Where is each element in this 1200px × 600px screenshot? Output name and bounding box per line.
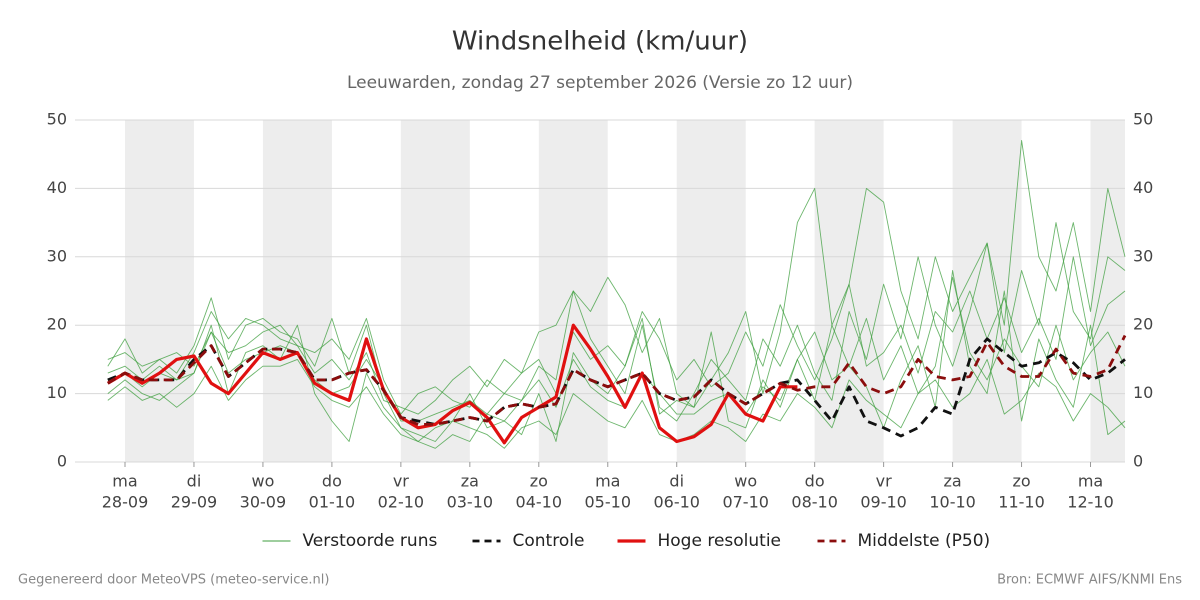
legend-label: Middelste (P50): [858, 531, 991, 551]
y2-tick-label: 10: [1133, 383, 1153, 402]
x-tick-date: 11-10: [998, 493, 1045, 512]
x-tick-label: za: [943, 472, 961, 491]
x-tick-label: do: [805, 472, 825, 491]
x-tick-date: 09-10: [860, 493, 907, 512]
y-tick-label: 0: [57, 452, 67, 471]
y2-tick-label: 20: [1133, 315, 1153, 334]
x-tick-label: di: [187, 472, 202, 491]
x-tick-label: za: [461, 472, 479, 491]
legend-label: Hoge resolutie: [658, 531, 782, 551]
chart-subtitle: Leeuwarden, zondag 27 september 2026 (Ve…: [347, 73, 853, 93]
series-line: [106, 323, 798, 445]
day-band: [814, 120, 884, 462]
x-tick-label: do: [322, 472, 342, 491]
series-line: [107, 276, 1126, 422]
x-tick-date: 08-10: [791, 493, 838, 512]
y-tick-label: 40: [47, 178, 67, 197]
x-tick-date: 29-09: [171, 493, 218, 512]
x-tick-date: 03-10: [447, 493, 494, 512]
x-tick-label: zo: [1012, 472, 1030, 491]
series-line: [107, 334, 1127, 426]
x-tick-date: 06-10: [653, 493, 700, 512]
day-band: [952, 120, 1022, 462]
series-line: [107, 140, 1126, 415]
y2-tick-label: 30: [1133, 246, 1153, 265]
x-tick-date: 28-09: [102, 493, 149, 512]
series-line: [107, 256, 1126, 415]
y-tick-label: 20: [47, 315, 67, 334]
x-tick-label: ma: [112, 472, 137, 491]
x-tick-label: wo: [734, 472, 757, 491]
footer-right: Bron: ECMWF AIFS/KNMI Ens: [997, 573, 1182, 588]
x-tick-label: di: [669, 472, 684, 491]
x-tick-date: 04-10: [516, 493, 563, 512]
x-tick-date: 30-09: [240, 493, 287, 512]
x-tick-label: wo: [251, 472, 274, 491]
x-tick-date: 01-10: [309, 493, 356, 512]
day-band: [262, 120, 332, 462]
legend-label: Controle: [513, 531, 585, 551]
x-tick-label: vr: [876, 472, 892, 491]
x-tick-label: vr: [393, 472, 409, 491]
day-band: [125, 120, 194, 462]
y-tick-label: 30: [47, 246, 67, 265]
x-tick-date: 10-10: [929, 493, 976, 512]
chart-title: Windsnelheid (km/uur): [452, 27, 748, 57]
x-tick-label: ma: [1078, 472, 1103, 491]
y-tick-label: 10: [47, 383, 67, 402]
x-tick-label: zo: [530, 472, 548, 491]
x-tick-date: 07-10: [722, 493, 769, 512]
x-tick-label: ma: [595, 472, 620, 491]
legend-label: Verstoorde runs: [303, 531, 438, 551]
y2-tick-label: 40: [1133, 178, 1153, 197]
x-tick-date: 02-10: [378, 493, 425, 512]
day-band: [676, 120, 746, 462]
x-tick-date: 12-10: [1067, 493, 1114, 512]
y-tick-label: 50: [47, 110, 67, 129]
y2-tick-label: 50: [1133, 110, 1153, 129]
y2-tick-label: 0: [1133, 452, 1143, 471]
x-tick-date: 05-10: [585, 493, 632, 512]
footer-left: Gegenereerd door MeteoVPS (meteo-service…: [18, 573, 329, 588]
day-band: [1090, 120, 1125, 462]
